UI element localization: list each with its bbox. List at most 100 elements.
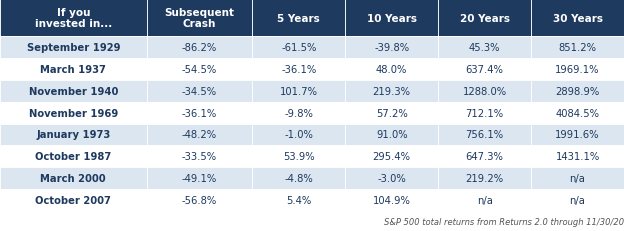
Text: 57.2%: 57.2% bbox=[376, 108, 407, 118]
Text: 48.0%: 48.0% bbox=[376, 65, 407, 75]
Text: 91.0%: 91.0% bbox=[376, 130, 407, 140]
Text: -39.8%: -39.8% bbox=[374, 43, 409, 53]
Bar bbox=[438, 0, 531, 37]
Bar bbox=[252, 102, 345, 124]
Text: 20 Years: 20 Years bbox=[460, 13, 510, 24]
Bar bbox=[0, 102, 147, 124]
Text: n/a: n/a bbox=[570, 173, 585, 183]
Bar bbox=[147, 0, 252, 37]
Text: October 1987: October 1987 bbox=[35, 152, 112, 162]
Text: 53.9%: 53.9% bbox=[283, 152, 314, 162]
Bar bbox=[252, 189, 345, 211]
Bar bbox=[438, 37, 531, 59]
Bar bbox=[0, 59, 147, 80]
Bar bbox=[438, 146, 531, 167]
Text: -4.8%: -4.8% bbox=[285, 173, 313, 183]
Text: 45.3%: 45.3% bbox=[469, 43, 500, 53]
Text: -86.2%: -86.2% bbox=[182, 43, 217, 53]
Bar bbox=[0, 80, 147, 102]
Text: 295.4%: 295.4% bbox=[373, 152, 411, 162]
Bar bbox=[345, 102, 438, 124]
Text: -61.5%: -61.5% bbox=[281, 43, 316, 53]
Text: n/a: n/a bbox=[570, 195, 585, 205]
Bar bbox=[438, 102, 531, 124]
Bar bbox=[252, 80, 345, 102]
Bar bbox=[345, 0, 438, 37]
Text: January 1973: January 1973 bbox=[36, 130, 110, 140]
Text: 219.2%: 219.2% bbox=[466, 173, 504, 183]
Text: 1969.1%: 1969.1% bbox=[555, 65, 600, 75]
Bar bbox=[438, 59, 531, 80]
Bar bbox=[345, 189, 438, 211]
Text: November 1969: November 1969 bbox=[29, 108, 118, 118]
Text: -33.5%: -33.5% bbox=[182, 152, 217, 162]
Bar bbox=[531, 189, 624, 211]
Bar bbox=[252, 146, 345, 167]
Bar bbox=[345, 167, 438, 189]
Bar bbox=[0, 146, 147, 167]
Bar bbox=[345, 80, 438, 102]
Bar bbox=[252, 37, 345, 59]
Text: -36.1%: -36.1% bbox=[182, 108, 217, 118]
Bar bbox=[531, 102, 624, 124]
Text: 712.1%: 712.1% bbox=[466, 108, 504, 118]
Bar bbox=[531, 0, 624, 37]
Text: 219.3%: 219.3% bbox=[373, 86, 411, 96]
Bar bbox=[147, 102, 252, 124]
Text: Subsequent
Crash: Subsequent Crash bbox=[164, 8, 235, 29]
Text: March 2000: March 2000 bbox=[41, 173, 106, 183]
Text: -49.1%: -49.1% bbox=[182, 173, 217, 183]
Text: 1991.6%: 1991.6% bbox=[555, 130, 600, 140]
Bar bbox=[438, 80, 531, 102]
Text: 101.7%: 101.7% bbox=[280, 86, 318, 96]
Bar bbox=[0, 37, 147, 59]
Bar bbox=[147, 189, 252, 211]
Text: 756.1%: 756.1% bbox=[466, 130, 504, 140]
Text: October 2007: October 2007 bbox=[36, 195, 111, 205]
Bar bbox=[252, 59, 345, 80]
Text: 5 Years: 5 Years bbox=[278, 13, 320, 24]
Bar bbox=[147, 80, 252, 102]
Text: -1.0%: -1.0% bbox=[285, 130, 313, 140]
Text: 104.9%: 104.9% bbox=[373, 195, 411, 205]
Bar bbox=[345, 37, 438, 59]
Bar bbox=[531, 146, 624, 167]
Bar bbox=[252, 0, 345, 37]
Bar bbox=[438, 189, 531, 211]
Text: 2898.9%: 2898.9% bbox=[555, 86, 600, 96]
Text: 10 Years: 10 Years bbox=[367, 13, 417, 24]
Text: March 1937: March 1937 bbox=[41, 65, 106, 75]
Text: n/a: n/a bbox=[477, 195, 492, 205]
Bar bbox=[531, 59, 624, 80]
Text: -34.5%: -34.5% bbox=[182, 86, 217, 96]
Text: 30 Years: 30 Years bbox=[552, 13, 603, 24]
Text: -54.5%: -54.5% bbox=[182, 65, 217, 75]
Bar bbox=[0, 167, 147, 189]
Text: September 1929: September 1929 bbox=[26, 43, 120, 53]
Bar bbox=[345, 59, 438, 80]
Text: -48.2%: -48.2% bbox=[182, 130, 217, 140]
Text: -36.1%: -36.1% bbox=[281, 65, 316, 75]
Bar bbox=[147, 124, 252, 146]
Bar bbox=[147, 59, 252, 80]
Text: -56.8%: -56.8% bbox=[182, 195, 217, 205]
Bar bbox=[147, 146, 252, 167]
Text: S&P 500 total returns from Returns 2.0 through 11/30/20: S&P 500 total returns from Returns 2.0 t… bbox=[384, 218, 624, 227]
Bar bbox=[0, 124, 147, 146]
Text: 851.2%: 851.2% bbox=[558, 43, 597, 53]
Bar bbox=[0, 189, 147, 211]
Bar bbox=[531, 124, 624, 146]
Text: -9.8%: -9.8% bbox=[285, 108, 313, 118]
Bar bbox=[0, 0, 147, 37]
Text: 4084.5%: 4084.5% bbox=[555, 108, 600, 118]
Bar bbox=[531, 80, 624, 102]
Bar bbox=[531, 37, 624, 59]
Text: 5.4%: 5.4% bbox=[286, 195, 311, 205]
Text: 647.3%: 647.3% bbox=[466, 152, 504, 162]
Bar bbox=[252, 124, 345, 146]
Text: -3.0%: -3.0% bbox=[378, 173, 406, 183]
Bar bbox=[345, 146, 438, 167]
Bar bbox=[438, 167, 531, 189]
Bar bbox=[531, 167, 624, 189]
Text: 1431.1%: 1431.1% bbox=[555, 152, 600, 162]
